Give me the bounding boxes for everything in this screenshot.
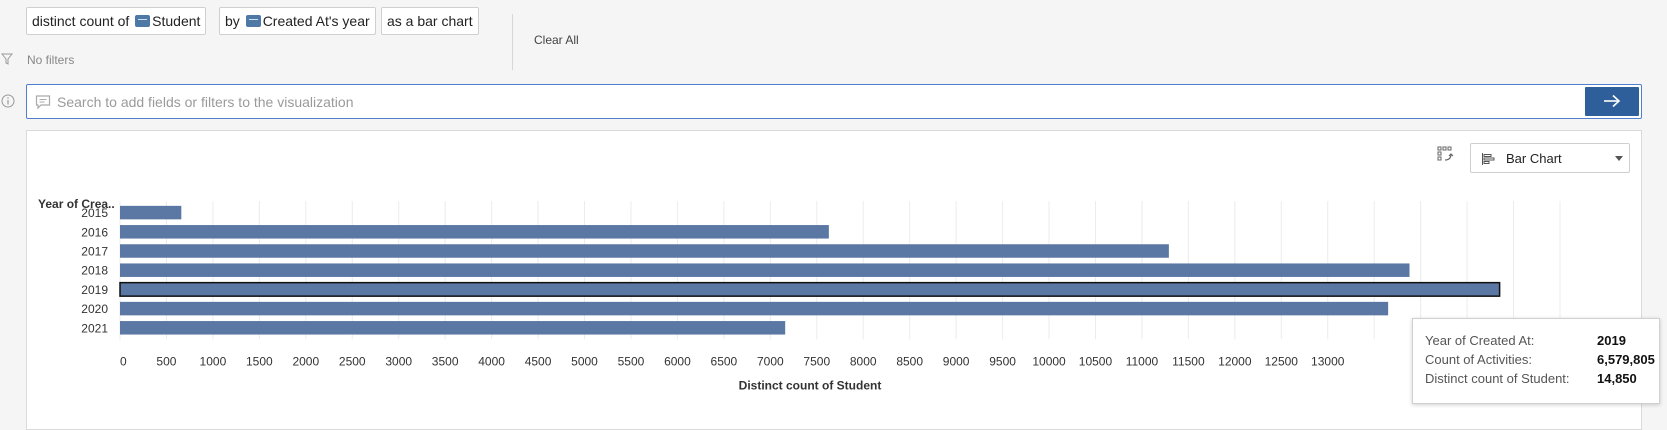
x-tick-label: 0 (120, 354, 127, 368)
x-tick-label: 1500 (246, 354, 273, 368)
x-tick-label: 4000 (478, 354, 505, 368)
pill-prefix: by (225, 13, 240, 29)
x-tick-label: 2500 (339, 354, 366, 368)
bar-2015 (120, 205, 182, 220)
arrow-right-icon (1604, 94, 1621, 108)
bar-2016 (120, 225, 829, 239)
y-tick-label: 2019 (81, 283, 108, 297)
tooltip-value: 2019 (1597, 333, 1626, 348)
x-tick-label: 6500 (711, 354, 738, 368)
tooltip-row: Count of Activities: 6,579,805 (1425, 352, 1659, 371)
x-tick-label: 13000 (1311, 354, 1345, 368)
x-tick-label: 12000 (1218, 354, 1252, 368)
chat-icon (35, 95, 51, 110)
y-tick-label: 2020 (81, 302, 108, 316)
tooltip-key: Distinct count of Student: (1425, 371, 1570, 386)
y-tick-label: 2017 (81, 245, 108, 259)
pill-prefix: distinct count of (32, 13, 130, 29)
y-tick-label: 2021 (81, 321, 108, 335)
tooltip-row: Year of Created At: 2019 (1425, 333, 1659, 352)
x-tick-label: 1000 (200, 354, 227, 368)
x-tick-label: 5500 (618, 354, 645, 368)
clear-all-button[interactable]: Clear All (534, 33, 579, 47)
query-pill-dimension[interactable]: by Created At's year (219, 7, 376, 35)
date-field-icon (245, 15, 261, 27)
x-tick-label: 6000 (664, 354, 691, 368)
query-pill-chart-type[interactable]: as a bar chart (381, 7, 479, 35)
bar-2018 (120, 263, 1410, 277)
x-tick-label: 9500 (989, 354, 1016, 368)
search-bar[interactable]: Search to add fields or filters to the v… (26, 84, 1642, 119)
y-tick-label: 2015 (81, 206, 108, 220)
tooltip-key: Year of Created At: (1425, 333, 1535, 348)
y-tick-label: 2016 (81, 225, 108, 239)
pill-field: Student (152, 13, 201, 29)
x-tick-label: 12500 (1265, 354, 1299, 368)
x-tick-label: 500 (156, 354, 176, 368)
tooltip-value: 14,850 (1597, 371, 1637, 386)
tooltip: Year of Created At: 2019 Count of Activiti… (1412, 318, 1660, 404)
bar-chart-icon (1482, 153, 1495, 165)
chart-type-select[interactable]: Bar Chart (1470, 143, 1630, 173)
search-input[interactable]: Search to add fields or filters to the v… (57, 94, 354, 110)
tooltip-key: Count of Activities: (1425, 352, 1532, 367)
chevron-down-icon (1615, 156, 1623, 161)
info-icon[interactable] (1, 94, 15, 108)
x-tick-label: 8000 (850, 354, 877, 368)
x-tick-label: 8500 (896, 354, 923, 368)
text-field-icon (135, 15, 151, 27)
x-tick-label: 10000 (1032, 354, 1066, 368)
bar-2020 (120, 301, 1389, 316)
bar-2021 (120, 321, 786, 335)
y-tick-label: 2018 (81, 264, 108, 278)
swap-axes-icon[interactable] (1436, 145, 1456, 165)
x-tick-label: 2000 (292, 354, 319, 368)
x-tick-label: 3500 (432, 354, 459, 368)
filter-icon (1, 53, 13, 65)
query-pill-measure[interactable]: distinct count of Student (26, 7, 207, 35)
bar-2019 (119, 281, 1501, 297)
bar-2017 (120, 244, 1169, 258)
divider (512, 14, 513, 70)
x-tick-label: 7500 (803, 354, 830, 368)
bar-chart: 2015 2016 2017 2018 2019 2020 2021 0 500 1000 1500… (81, 201, 1561, 392)
no-filters-label: No filters (27, 53, 75, 67)
pill-field: Created At's year (262, 13, 370, 29)
x-tick-label: 4500 (525, 354, 552, 368)
x-tick-label: 11000 (1126, 354, 1159, 368)
submit-search-button[interactable] (1585, 87, 1639, 116)
x-tick-label: 3000 (385, 354, 412, 368)
x-tick-label: 5000 (571, 354, 598, 368)
x-tick-label: 10500 (1079, 354, 1113, 368)
tooltip-value: 6,579,805 (1597, 352, 1655, 367)
y-axis-header: Year of Crea.. (38, 197, 115, 211)
pill-label: as a bar chart (387, 13, 473, 29)
x-tick-label: 7000 (757, 354, 784, 368)
x-tick-label: 11500 (1172, 354, 1205, 368)
chart-type-label: Bar Chart (1506, 151, 1562, 166)
visualization-panel: Bar Chart Year of Crea.. 2015 2016 2017 201… (26, 130, 1642, 430)
x-tick-label: 9000 (943, 354, 970, 368)
tooltip-row: Distinct count of Student: 14,850 (1425, 371, 1659, 390)
x-axis-label: Distinct count of Student (739, 378, 882, 392)
